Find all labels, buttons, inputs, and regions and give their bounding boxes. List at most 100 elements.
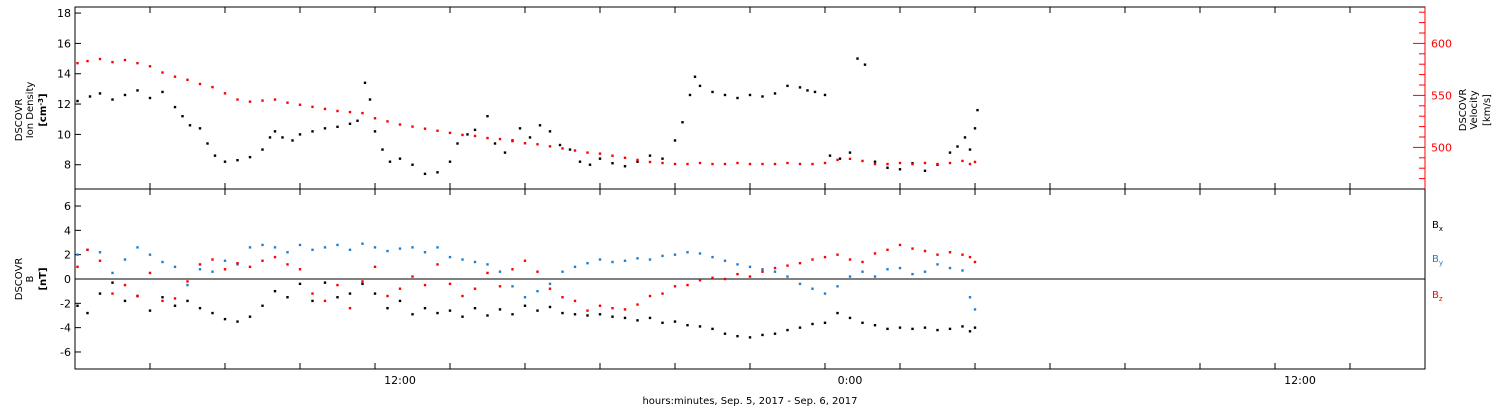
by-point [573, 265, 577, 269]
bz-point [648, 294, 652, 298]
b-tick-label: 0 [64, 273, 71, 286]
bx-point [898, 326, 902, 329]
density-point [311, 130, 314, 133]
by-point [198, 268, 202, 271]
bz-point [311, 292, 314, 295]
by-point [398, 247, 402, 250]
bz-point [523, 259, 527, 262]
bz-point [911, 247, 914, 250]
velocity-point [548, 145, 552, 148]
by-point [348, 248, 352, 252]
velocity-point [573, 149, 577, 152]
bx-point [148, 309, 152, 312]
by-point [98, 251, 102, 254]
velocity-point [76, 61, 79, 65]
bx-point [736, 334, 739, 338]
density-point [838, 157, 842, 160]
density-point [698, 84, 702, 88]
density-tick-label: 10 [57, 128, 71, 141]
density-point [111, 98, 114, 101]
by-point [273, 246, 277, 249]
bz-point [748, 275, 752, 278]
bx-point [886, 327, 889, 331]
by-point [123, 258, 127, 261]
density-point [806, 89, 809, 92]
bx-point [76, 304, 79, 307]
by-point [436, 246, 439, 249]
density-point [968, 148, 972, 151]
bx-point [286, 296, 289, 299]
bz-point [886, 248, 889, 252]
velocity-point [311, 105, 314, 109]
bz-point [948, 251, 952, 254]
b-tick-label: 4 [64, 224, 71, 237]
bz-point [261, 259, 264, 262]
bx-point [861, 321, 864, 324]
velocity-point [448, 131, 452, 135]
bz-point [923, 249, 927, 253]
density-point [711, 90, 714, 94]
density-point [213, 154, 217, 157]
velocity-point [98, 57, 102, 61]
velocity-point [186, 78, 189, 81]
density-point [681, 121, 684, 124]
velocity-point [111, 60, 114, 64]
velocity-point [711, 162, 714, 166]
bz-point [76, 265, 79, 269]
density-point [348, 122, 352, 125]
density-point [848, 151, 852, 154]
bx-point [323, 281, 327, 284]
bx-point [336, 296, 339, 299]
panel-top-frame [74, 6, 1426, 190]
velocity-point [136, 61, 139, 65]
bz-point [286, 263, 289, 266]
by-point [511, 285, 514, 288]
density-point [368, 98, 372, 101]
by-point [773, 270, 777, 273]
density-point [693, 75, 697, 78]
bx-point [823, 321, 827, 324]
by-point [136, 246, 139, 249]
velocity-point [586, 151, 589, 154]
by-point [586, 261, 589, 265]
by-point [886, 268, 889, 271]
bx-point [948, 327, 952, 331]
bz-point [548, 287, 552, 290]
bz-point [761, 270, 764, 273]
by-point [161, 260, 164, 264]
bz-point [348, 306, 352, 310]
time-axis: 12:00 0:00 12:00 [149, 7, 1351, 387]
bz-point [398, 287, 402, 290]
density-point [898, 168, 902, 171]
by-point [323, 246, 327, 249]
bx-point [248, 315, 252, 318]
x-axis-title: hours:minutes, Sep. 5, 2017 - Sep. 6, 20… [642, 396, 857, 407]
density-point [381, 148, 384, 151]
bz-point [248, 265, 252, 269]
bx-point [86, 311, 89, 315]
density-point [206, 142, 209, 145]
bz-point [686, 283, 689, 287]
by-point [636, 257, 639, 260]
bx-point [273, 289, 277, 293]
bx-point [486, 314, 489, 317]
bx-point [161, 296, 164, 299]
velocity-point [386, 120, 389, 123]
by-point [148, 253, 152, 256]
density-point [636, 160, 639, 163]
density-point [148, 96, 152, 100]
bz-point [573, 299, 577, 303]
density-point [623, 165, 627, 168]
by-point [561, 270, 564, 273]
bx-point [373, 292, 377, 295]
bz-point [236, 261, 239, 265]
bz-point [323, 299, 327, 303]
density-point [688, 93, 692, 97]
velocity-point [436, 129, 439, 132]
bz-point [673, 285, 677, 288]
velocity-point [298, 103, 302, 106]
density-point [161, 90, 164, 94]
bx-point [311, 299, 314, 303]
density-tick-label: 14 [57, 68, 71, 81]
by-point [823, 292, 827, 295]
